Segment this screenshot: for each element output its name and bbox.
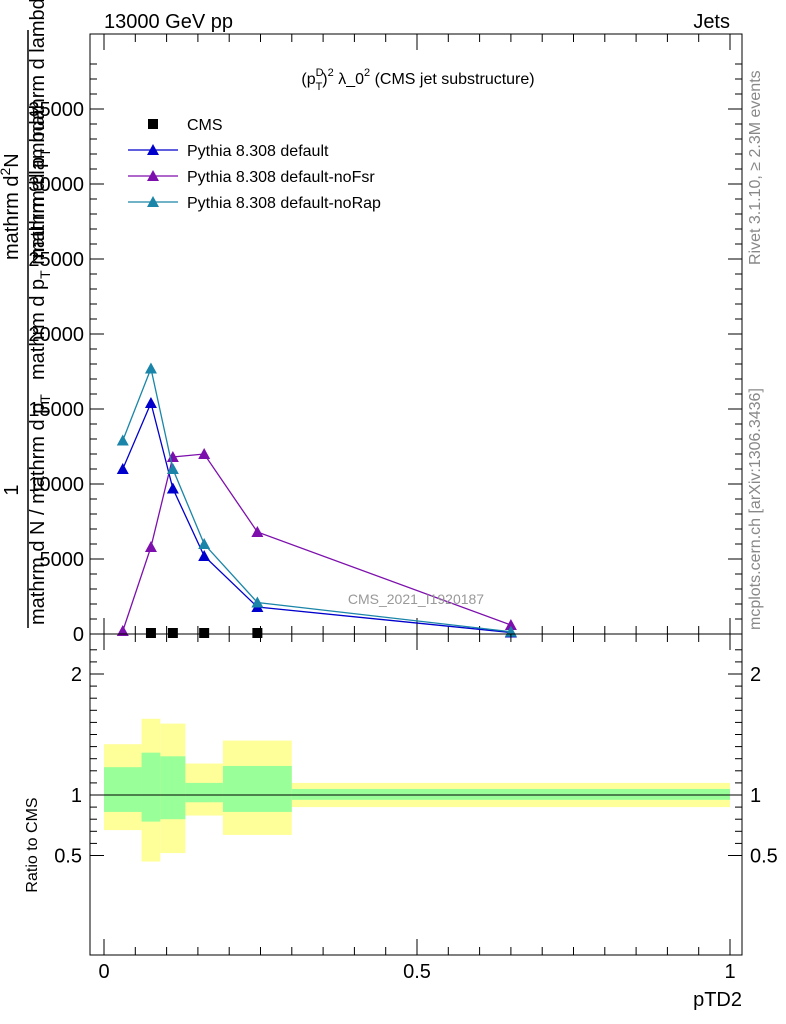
data-point — [252, 628, 263, 638]
ratio-xtick-label: 0 — [98, 961, 109, 983]
data-point — [198, 538, 211, 549]
main-ytick-label: 35000 — [28, 99, 84, 121]
main-ytick-label: 30000 — [28, 174, 84, 196]
data-point — [166, 482, 179, 494]
ratio-xtick-label: 1 — [724, 961, 735, 983]
data-point — [116, 463, 129, 474]
data-point — [166, 451, 179, 462]
header-right: Jets — [693, 11, 730, 33]
ylabel-part-b: mathrm d N / mathrm d pT — [27, 394, 53, 625]
main-ytick-label: 20000 — [28, 324, 84, 346]
ratio-green-band-4 — [222, 765, 292, 812]
ratio-ytick-label-right: 1 — [750, 785, 761, 807]
data-point — [116, 434, 129, 446]
legend-marker-3 — [147, 196, 159, 207]
series-0 — [145, 628, 263, 638]
main-title: (pD T)2 λ_02 (CMS jet substructure) — [301, 67, 534, 93]
series-line-3 — [122, 366, 511, 633]
x-axis-label: pTD2 — [693, 989, 742, 1011]
data-point — [145, 628, 156, 638]
legend-marker-0 — [148, 119, 158, 129]
main-ytick-label: 25000 — [28, 249, 84, 271]
main-ytick-label: 10000 — [28, 474, 84, 496]
data-point — [198, 448, 211, 459]
analysis-watermark: CMS_2021_I1920187 — [348, 591, 484, 607]
data-point — [167, 628, 178, 638]
legend-entry-2: Pythia 8.308 default-noFsr — [187, 169, 375, 186]
data-point — [166, 463, 179, 474]
data-point — [116, 625, 129, 636]
data-point — [144, 397, 157, 408]
series-3 — [116, 362, 517, 637]
main-ytick-label: 0 — [73, 624, 84, 646]
mcplots-label: mcplots.cern.ch [arXiv:1306.3436] — [747, 388, 764, 630]
ratio-green-band-0 — [104, 767, 142, 812]
ratio-green-band-1 — [141, 752, 161, 822]
data-point — [251, 526, 264, 537]
ratio-ytick-label-left: 2 — [71, 664, 82, 686]
main-ytick-label: 5000 — [40, 549, 85, 571]
data-point — [251, 596, 264, 608]
data-point — [198, 550, 211, 561]
main-panel: 0 5000 10000 15000 20000 25000 30000 35000 — [28, 33, 743, 646]
main-ytick-label: 15000 — [28, 399, 84, 421]
series-2 — [116, 448, 517, 636]
legend-marker-2 — [147, 170, 159, 181]
ylabel-part-e: mathrm d pT mathrm d lambda — [27, 0, 53, 258]
ratio-ytick-label-right: 2 — [750, 664, 761, 686]
ratio-green-band-3 — [185, 782, 223, 803]
header-left: 13000 GeV pp — [104, 11, 233, 33]
ratio-green-band-2 — [160, 756, 186, 820]
main-y-axis-label: 1 mathrm d N / mathrm d pT mathrm d pT m… — [0, 0, 53, 628]
data-point — [144, 541, 157, 552]
ratio-y-axis-label: Ratio to CMS — [24, 797, 41, 892]
ylabel-part-c: mathrm d pT mathrm d lambda — [27, 108, 53, 380]
ratio-ytick-label-left: 0.5 — [54, 846, 82, 868]
ylabel-part-d: mathrm d2N — [0, 153, 23, 260]
ratio-green-band-5 — [291, 788, 730, 800]
legend: CMS Pythia 8.308 default Pythia 8.308 defa… — [128, 117, 381, 212]
legend-marker-1 — [147, 144, 159, 155]
series-line-2 — [122, 453, 512, 632]
legend-entry-1: Pythia 8.308 default — [187, 143, 329, 160]
legend-entry-0: CMS — [187, 117, 223, 134]
ylabel-part-a: 1 — [1, 484, 23, 495]
data-point — [144, 362, 157, 374]
ratio-xtick-label: 0.5 — [403, 961, 431, 983]
data-point — [504, 619, 517, 630]
series-line-1 — [122, 400, 511, 634]
legend-entry-3: Pythia 8.308 default-noRap — [187, 195, 381, 212]
data-point — [199, 628, 210, 638]
rivet-version-label: Rivet 3.1.10, ≥ 2.3M events — [747, 70, 764, 265]
ratio-ytick-label-left: 1 — [71, 785, 82, 807]
ratio-ytick-label-right: 0.5 — [750, 846, 778, 868]
ratio-panel: 0 0.5 1 0.5 0.5 1 1 2 2 — [54, 633, 778, 983]
